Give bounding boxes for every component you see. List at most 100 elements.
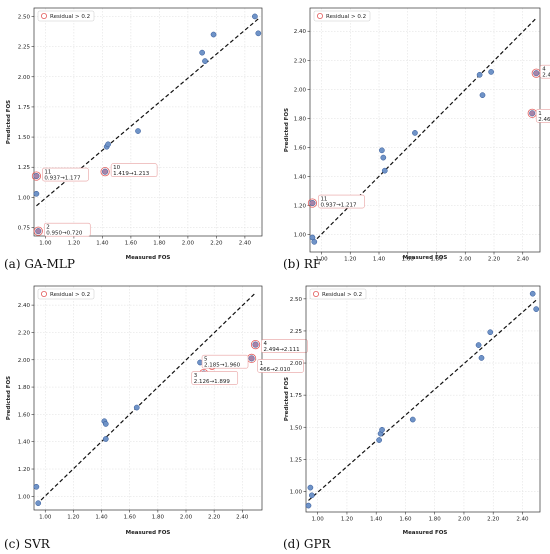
y-tick-label: 1.80 [18, 385, 31, 391]
outlier-point [529, 110, 536, 117]
data-point [252, 13, 258, 20]
plot-frame [305, 285, 541, 513]
plot-frame [33, 285, 263, 511]
legend-marker [41, 290, 48, 297]
x-tick-label: 1.40 [95, 515, 108, 521]
y-axis-title: Predicted FOS [284, 108, 290, 152]
y-tick-label: 2.00 [290, 361, 303, 367]
outlier-point [252, 341, 259, 348]
outlier-label: 0.937→1.177 [44, 176, 81, 182]
x-tick-label: 1.00 [39, 241, 52, 247]
data-point [210, 31, 217, 38]
y-tick-label: 1.40 [294, 174, 307, 180]
y-tick-label: 2.00 [18, 358, 31, 364]
y-tick-label: 1.25 [18, 165, 31, 171]
panel-caption: (d) GPR [283, 537, 332, 551]
outlier-label: 2.494→2.111 [542, 73, 550, 79]
outlier-annotation-box [535, 108, 550, 123]
data-point [529, 290, 536, 297]
scatter-panel-3: 1.00 1.20 1.40 1.60 1.80 2.00 2.20 2.40 1.00 1.20… [4, 285, 308, 551]
y-tick-label: 1.60 [294, 145, 307, 151]
outlier-point [309, 200, 316, 207]
outlier-id: 11 [44, 170, 51, 176]
x-tick-label: 2.40 [239, 241, 252, 247]
plot-frame [33, 7, 263, 237]
data-point [379, 426, 385, 433]
data-point [135, 128, 141, 134]
outlier-annotation-box [257, 359, 304, 373]
legend-box [37, 288, 95, 300]
x-tick-label: 1.80 [152, 515, 165, 521]
data-point [381, 167, 388, 174]
x-tick-label: 1.00 [39, 515, 52, 521]
x-tick-label: 1.20 [341, 517, 354, 523]
y-tick-label: 1.00 [290, 489, 303, 495]
y-tick-label: 1.00 [294, 233, 307, 239]
data-point [255, 30, 262, 37]
y-tick-label: 1.50 [290, 425, 303, 431]
outlier-point [248, 355, 255, 362]
y-tick-label: 1.20 [294, 204, 307, 210]
y-axis-title: Predicted FOS [6, 376, 12, 420]
data-point [309, 492, 315, 499]
outlier-id: 1 [538, 111, 542, 117]
data-point [475, 342, 482, 348]
legend-box [37, 10, 95, 22]
outlier-id: 1 [260, 361, 264, 367]
x-tick-label: 1.20 [344, 257, 357, 263]
y-tick-label: 2.00 [18, 75, 31, 81]
outlier-label: 466→2.010 [260, 367, 291, 373]
x-tick-label: 2.00 [458, 517, 471, 523]
data-point [35, 500, 42, 507]
x-tick-label: 1.00 [315, 257, 328, 263]
data-point [133, 404, 140, 411]
outlier-label: 2.466→1.835 [538, 117, 550, 123]
data-point [478, 355, 485, 361]
scatter-panel-4: 1.00 1.20 1.40 1.60 1.80 2.00 2.20 2.40 1.00 1.25… [283, 285, 541, 551]
x-axis-title: Measured FOS [126, 255, 171, 261]
x-axis-title: Measured FOS [126, 530, 171, 536]
legend-label: Residual > 0.2 [326, 14, 366, 20]
outlier-annotation-box [43, 222, 91, 237]
data-point [376, 437, 382, 443]
outlier-id: 11 [320, 197, 327, 203]
outlier-ring [33, 226, 43, 236]
x-tick-label: 1.60 [124, 515, 137, 521]
outlier-point [533, 70, 540, 77]
outlier-label: 2.185→1.960 [204, 363, 241, 369]
y-axis-title: Predicted FOS [6, 100, 12, 144]
outlier-annotation-box [539, 64, 550, 79]
outlier-id: 3 [194, 373, 198, 379]
x-tick-label: 1.40 [370, 517, 383, 523]
x-tick-label: 1.60 [125, 241, 138, 247]
y-tick-label: 0.75 [18, 226, 31, 232]
x-tick-label: 1.80 [430, 257, 443, 263]
data-point [412, 130, 418, 136]
data-point [380, 154, 387, 161]
data-point [379, 147, 385, 154]
scatter-panel-2: 1.00 1.20 1.40 1.60 1.80 2.00 2.20 2.40 1.00 1.20… [283, 7, 550, 271]
y-tick-label: 2.20 [294, 58, 307, 64]
x-tick-label: 2.20 [210, 241, 223, 247]
panel-caption: (b) RF [283, 257, 321, 271]
outlier-id: 10 [113, 165, 120, 171]
x-tick-label: 2.20 [208, 515, 221, 521]
outlier-id: 4 [264, 341, 268, 347]
outlier-label: 2.494→2.111 [264, 347, 300, 353]
x-tick-label: 2.20 [488, 257, 501, 263]
legend-marker [312, 290, 319, 297]
y-tick-label: 2.20 [18, 330, 31, 336]
data-point [311, 238, 318, 245]
x-tick-label: 1.20 [67, 515, 80, 521]
outlier-id: 5 [204, 357, 208, 363]
y-tick-label: 2.25 [290, 329, 303, 335]
x-tick-label: 2.20 [487, 517, 500, 523]
y-axis-title: Predicted FOS [284, 377, 290, 421]
x-tick-label: 2.40 [236, 515, 249, 521]
panel-caption: (a) GA-MLP [4, 257, 75, 271]
y-tick-label: 2.40 [18, 303, 31, 309]
y-tick-label: 2.25 [18, 45, 31, 51]
outlier-annotation-box [191, 371, 239, 385]
data-point [202, 58, 208, 64]
legend-marker [41, 12, 48, 19]
